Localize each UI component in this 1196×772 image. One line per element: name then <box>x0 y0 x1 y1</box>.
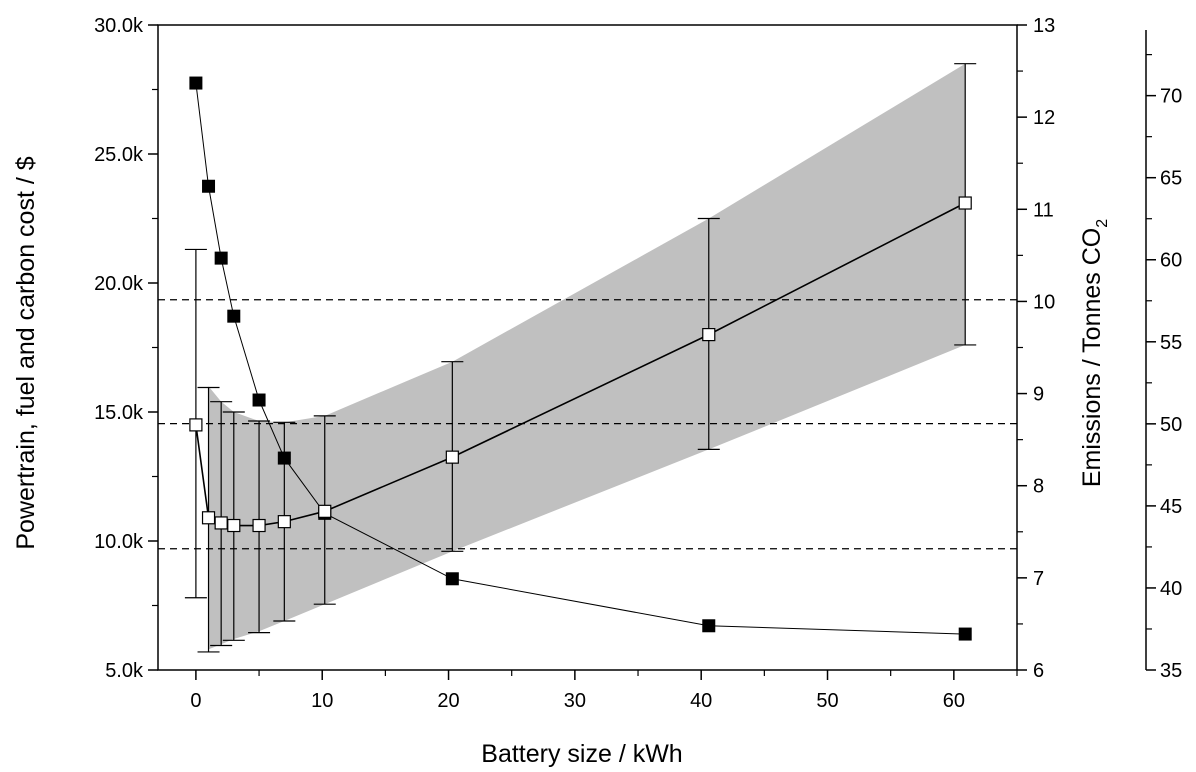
cost-point <box>252 518 266 533</box>
cost-point <box>958 196 972 210</box>
series-line-emissions <box>195 82 966 635</box>
axes: 0 10 20 30 40 50 60 5.0k 10.0k 15.0k 20.0k 25.0k 30.… <box>94 15 1182 712</box>
y-left-tick-label: 20.0k <box>94 273 144 295</box>
x-tick-label: 30 <box>564 690 586 712</box>
x-tick-label: 40 <box>690 690 712 712</box>
y-right-tick-label: 8 <box>1033 476 1044 498</box>
emissions-point <box>189 76 203 90</box>
cost-point <box>445 450 459 464</box>
y-right-tick-label: 7 <box>1033 568 1044 590</box>
emissions-point <box>214 251 228 265</box>
y-far-right-tick-label: 65 <box>1160 168 1182 190</box>
x-tick-label: 60 <box>943 690 965 712</box>
y-far-right-tick-label: 40 <box>1160 578 1182 600</box>
series-layer <box>184 63 977 653</box>
uncertainty-band-layer <box>208 63 966 650</box>
cost-point <box>702 328 716 342</box>
emissions-point <box>445 572 459 586</box>
y-axis-title-right: Emissions / Tonnes CO2 <box>1078 219 1111 487</box>
y-right-tick-label: 13 <box>1033 15 1055 37</box>
cost-point <box>201 511 216 525</box>
y-right-tick-label: 6 <box>1033 660 1044 682</box>
y-far-right-tick-label: 70 <box>1160 86 1182 108</box>
y-left-tick-label: 5.0k <box>105 660 144 682</box>
y-left-tick-label: 15.0k <box>94 402 144 424</box>
x-tick-label: 10 <box>311 690 333 712</box>
y-right-tick-label: 11 <box>1033 199 1054 221</box>
y-far-right-tick-label: 50 <box>1160 414 1182 436</box>
emissions-point <box>252 393 266 407</box>
emissions-point <box>277 451 291 465</box>
emissions-point <box>202 179 216 193</box>
x-tick-label: 50 <box>816 690 838 712</box>
y-far-right-tick-label: 55 <box>1160 332 1182 354</box>
cost-point <box>227 518 241 533</box>
y-far-right-tick-label: 45 <box>1160 496 1182 518</box>
axis-labels: Battery size / kWh Powertrain, fuel and … <box>12 156 1111 768</box>
cost-point <box>214 516 228 530</box>
x-axis-title: Battery size / kWh <box>481 740 682 768</box>
emissions-point <box>227 309 241 323</box>
y-right-tick-label: 9 <box>1033 384 1044 406</box>
y-axis-title-right-subscript: 2 <box>1094 219 1111 228</box>
y-axis-title-right-main: Emissions / Tonnes CO <box>1078 228 1106 487</box>
y-left-tick-label: 10.0k <box>94 531 144 553</box>
cost-point <box>318 504 332 518</box>
y-far-right-tick-label: 35 <box>1160 660 1182 682</box>
x-tick-label: 0 <box>190 690 201 712</box>
emissions-point <box>958 627 972 641</box>
emissions-point <box>702 619 716 633</box>
y-axis-title-left: Powertrain, fuel and carbon cost / $ <box>12 156 40 549</box>
y-left-tick-label: 30.0k <box>94 15 144 37</box>
y-right-tick-label: 10 <box>1033 291 1055 313</box>
cost-point <box>277 515 291 529</box>
y-right-tick-label: 12 <box>1033 107 1055 129</box>
uncertainty-band <box>208 63 966 650</box>
y-far-right-tick-label: 60 <box>1160 250 1182 272</box>
x-tick-label: 20 <box>437 690 459 712</box>
y-left-tick-label: 25.0k <box>94 144 144 166</box>
cost-point <box>189 418 203 432</box>
